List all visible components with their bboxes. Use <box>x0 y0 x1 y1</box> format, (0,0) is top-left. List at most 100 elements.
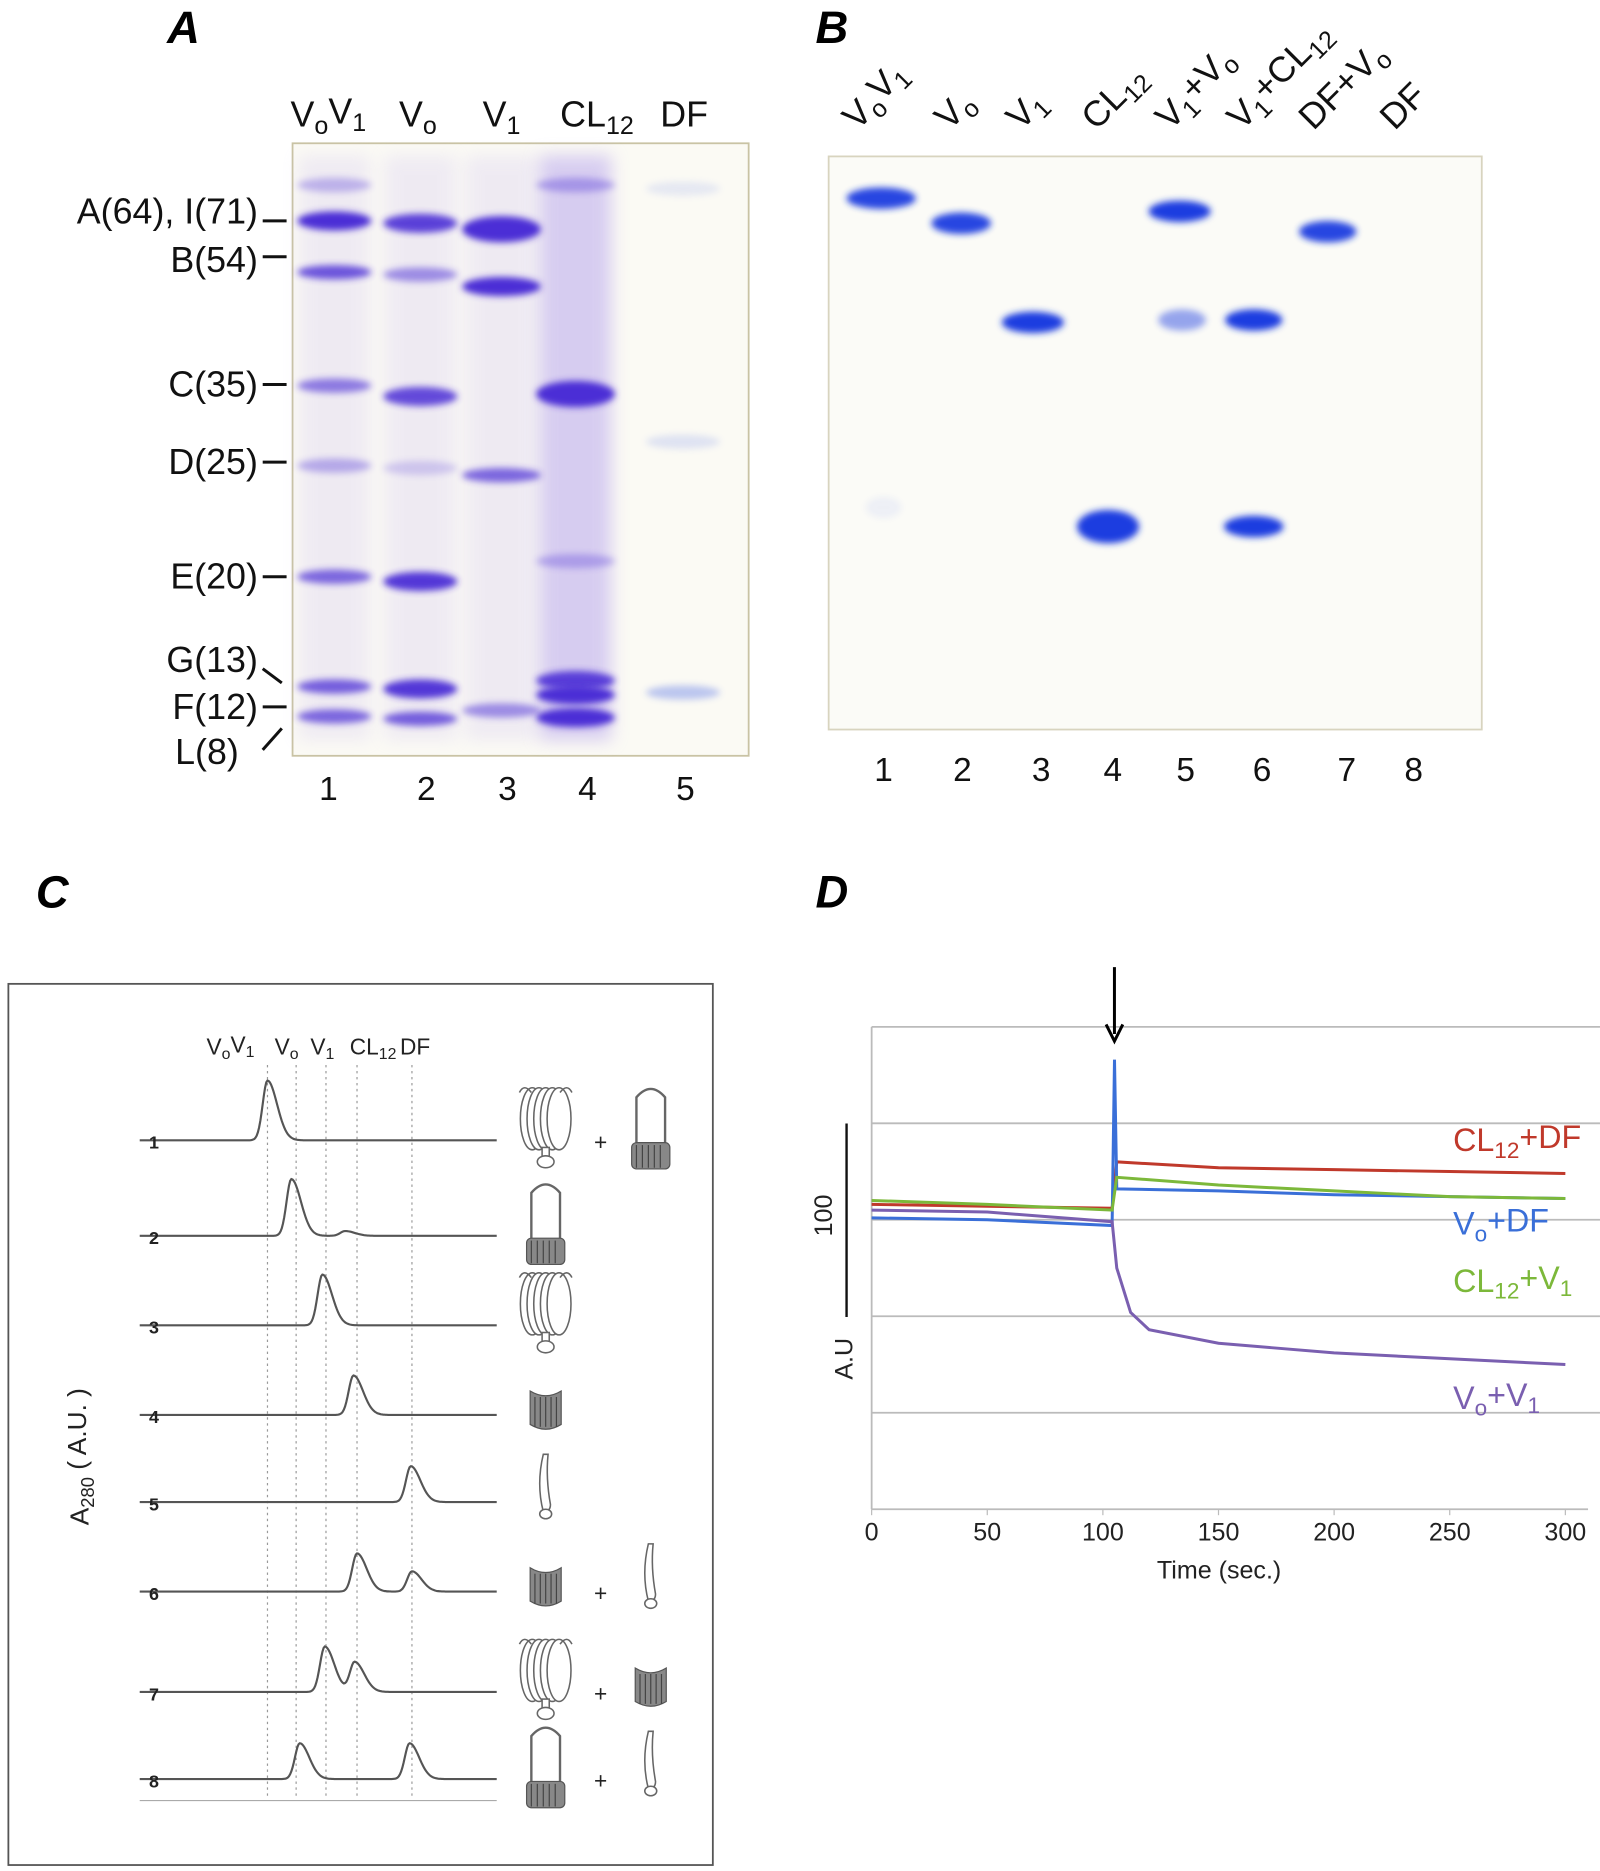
chromatogram-trace <box>139 1465 497 1504</box>
marker-label: A(64), I(71) <box>77 191 258 231</box>
gel-band <box>297 177 372 193</box>
lane-header: VoV1 <box>291 91 367 140</box>
lane-header: V1 <box>483 95 521 141</box>
chromatogram-trace <box>139 1374 497 1416</box>
series-line <box>871 1208 1566 1366</box>
df-complex-icon <box>538 1453 553 1520</box>
panel-label-a: A <box>166 2 200 53</box>
lane-number: 1 <box>319 771 338 808</box>
v1-complex-icon <box>518 1638 573 1721</box>
series-label: Vo+V1 <box>1453 1377 1540 1421</box>
lane-number: 4 <box>1104 752 1123 789</box>
gel-band <box>1001 311 1064 334</box>
lane-header: V1+Vo <box>1145 38 1248 141</box>
chromatogram-trace <box>139 1552 497 1593</box>
gel-band <box>931 212 992 235</box>
marker-label: L(8) <box>175 732 239 772</box>
trace-number: 6 <box>149 1584 159 1604</box>
gel-a-lane-headers: VoV1 Vo V1 CL12 DF <box>291 91 709 140</box>
y-axis-label: A.U <box>831 1338 859 1380</box>
trace-number: 8 <box>149 1771 159 1791</box>
gel-band <box>462 216 541 243</box>
lane-number: 1 <box>874 752 893 789</box>
gel-band <box>297 679 372 694</box>
lane-header: VoV1 <box>832 53 920 141</box>
x-tick-label: 100 <box>1082 1518 1124 1546</box>
plus-sign: + <box>594 1680 607 1706</box>
arrow-head-icon <box>1104 1023 1125 1045</box>
gel-band <box>865 496 902 519</box>
lane-background <box>539 155 612 741</box>
gel-band <box>1158 309 1206 331</box>
gel-band <box>1077 509 1140 544</box>
trace-number: 4 <box>149 1407 159 1427</box>
x-tick-label: 0 <box>865 1518 879 1546</box>
gel-band <box>297 211 372 231</box>
panel-label-b: B <box>816 2 849 53</box>
series-line <box>871 1175 1566 1212</box>
marker-label: E(20) <box>170 557 258 597</box>
gel-band <box>846 187 916 209</box>
lane-number: 8 <box>1404 752 1423 789</box>
lane-header: CL12 <box>560 95 634 141</box>
x-tick-label: 150 <box>1198 1518 1240 1546</box>
x-axis-label: Time (sec.) <box>1157 1556 1281 1584</box>
chromatogram-trace <box>139 1273 497 1327</box>
gel-band <box>383 213 458 233</box>
lane-background <box>298 155 371 741</box>
lane-header: DF <box>660 95 708 135</box>
scale-bar-label: 100 <box>810 1195 838 1237</box>
marker-label: F(12) <box>172 687 258 727</box>
marker-tick <box>261 667 283 685</box>
gel-band <box>1223 515 1284 538</box>
x-tick-label: 250 <box>1429 1518 1471 1546</box>
lane-background <box>384 155 457 741</box>
gel-band <box>297 458 372 473</box>
panel-label-d: D <box>816 866 849 917</box>
gel-band <box>1299 220 1357 243</box>
lane-number: 4 <box>578 771 597 808</box>
peak-label: Vo <box>275 1033 299 1063</box>
chromatogram-trace <box>139 1177 497 1237</box>
gel-band <box>462 277 541 297</box>
plus-sign: + <box>594 1768 607 1794</box>
gel-band <box>383 267 458 282</box>
marker-label: D(25) <box>168 442 258 482</box>
marker-label: C(35) <box>168 364 258 404</box>
df-complex-icon <box>644 1543 658 1610</box>
trace-number: 5 <box>149 1494 159 1514</box>
chromatogram-trace <box>139 1079 497 1142</box>
gel-band <box>536 177 615 193</box>
vo-complex-icon <box>631 1087 671 1170</box>
plus-sign: + <box>594 1580 607 1606</box>
lane-background <box>465 155 538 741</box>
x-tick-label: 300 <box>1544 1518 1586 1546</box>
chromatogram-y-label: A280 ( A.U. ) <box>62 1388 98 1525</box>
gel-band <box>383 386 458 406</box>
lane-header: Vo <box>399 95 437 141</box>
gel-band <box>536 554 615 569</box>
lane-number: 5 <box>1176 752 1195 789</box>
gel-band <box>645 685 721 700</box>
gel-band <box>536 380 615 408</box>
gel-b-frame <box>827 155 1483 731</box>
gel-band <box>383 711 458 726</box>
kinetics-chart: 0 50 100 150 200 250 300 Time (sec.) 100 A.U CL12+… <box>810 967 1600 1584</box>
peak-label: V1 <box>310 1033 334 1063</box>
peak-label: CL12 <box>350 1033 397 1063</box>
gel-a-markers: A(64), I(71) B(54) C(35) D(25) E(20) G(13) F(1… <box>77 191 287 772</box>
gel-band <box>297 265 372 280</box>
series-label: CL12+DF <box>1453 1119 1581 1163</box>
chromatogram-frame <box>7 982 714 1866</box>
gel-a-lane-numbers: 1 2 3 4 5 <box>319 771 695 808</box>
series-label: CL12+V1 <box>1453 1260 1572 1304</box>
plus-sign: + <box>594 1129 607 1155</box>
gel-band <box>536 671 615 691</box>
gel-band <box>297 709 372 724</box>
vo-complex-icon <box>525 1183 566 1266</box>
gel-b-bands <box>846 187 1357 544</box>
chromatogram-trace <box>139 1645 497 1693</box>
trace-number: 2 <box>149 1228 159 1248</box>
